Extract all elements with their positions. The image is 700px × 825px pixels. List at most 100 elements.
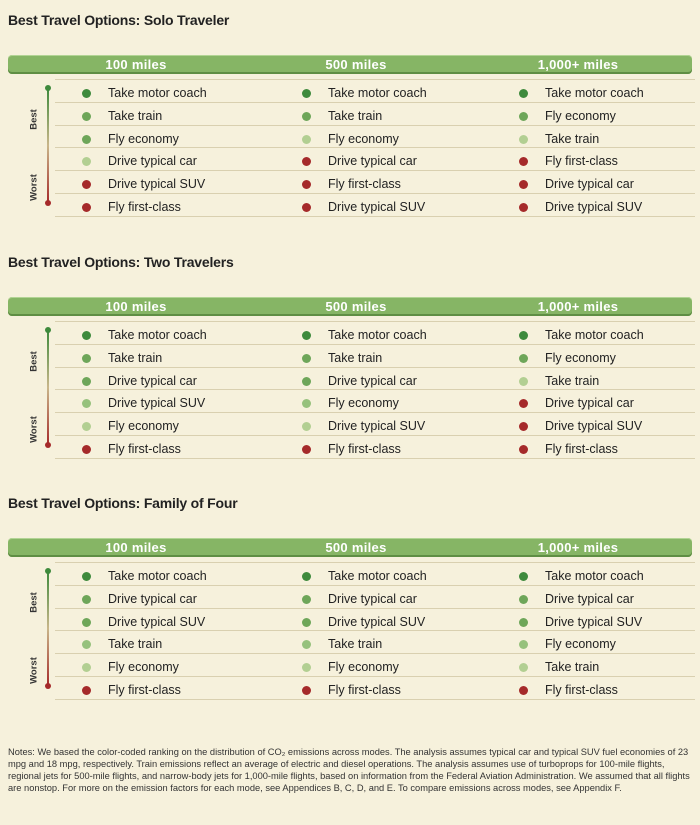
rank-dot-icon (302, 157, 311, 167)
travel-option-label: Fly economy (108, 419, 179, 434)
column-header: 100 miles (105, 540, 167, 555)
column-header: 500 miles (325, 299, 387, 314)
travel-option-label: Take train (545, 131, 600, 146)
rank-dot-icon (82, 376, 91, 386)
travel-option-label: Drive typical SUV (545, 419, 643, 434)
travel-option-label: Drive typical SUV (545, 614, 643, 629)
distance-header-bar: 100 miles 500 miles 1,000+ miles (8, 297, 692, 316)
travel-option-label: Fly economy (328, 396, 399, 411)
travel-option-label: Fly first-class (545, 154, 618, 169)
travel-option-label: Take motor coach (108, 86, 207, 100)
travel-section: Best Travel Options: Two Travelers 100 mi… (0, 254, 700, 474)
travel-option-label: Take train (328, 350, 383, 365)
rank-dot-icon (302, 640, 311, 650)
rank-dot-icon (519, 89, 528, 98)
rank-dot-icon (82, 331, 91, 340)
axis-worst-cap (45, 200, 51, 206)
travel-option-label: Drive typical car (545, 177, 634, 192)
rank-dot-icon (519, 445, 528, 454)
row-divider (55, 124, 695, 126)
column-header: 500 miles (325, 57, 387, 72)
rank-dot-icon (302, 399, 311, 409)
rank-dot-icon (82, 134, 91, 144)
travel-option-label: Fly first-class (545, 442, 618, 456)
row-divider (55, 653, 695, 655)
rank-dot-icon (519, 203, 528, 212)
rank-dot-icon (519, 331, 528, 340)
rank-dot-icon (519, 663, 528, 673)
distance-header-bar: 100 miles 500 miles 1,000+ miles (8, 55, 692, 74)
rank-dot-icon (302, 134, 311, 144)
rank-dot-icon (302, 376, 311, 386)
section-title: Best Travel Options: Two Travelers (8, 254, 234, 270)
travel-option-label: Drive typical SUV (328, 419, 426, 434)
rank-dot-icon (82, 399, 91, 409)
travel-option-label: Drive typical SUV (328, 200, 426, 214)
axis-best-cap (45, 568, 51, 574)
travel-section: Best Travel Options: Family of Four 100 m… (0, 495, 700, 715)
rank-dot-icon (519, 353, 528, 363)
travel-option-label: Drive typical SUV (108, 177, 206, 192)
axis-worst-cap (45, 683, 51, 689)
row-divider (55, 79, 695, 80)
rank-dot-icon (302, 203, 311, 212)
rank-dot-icon (519, 180, 528, 190)
row-divider (55, 321, 695, 322)
row-divider (55, 343, 695, 345)
rank-dot-icon (302, 422, 311, 432)
rank-dot-icon (302, 89, 311, 98)
rank-dot-icon (519, 376, 528, 386)
row-divider (55, 562, 695, 563)
rank-dot-icon (82, 89, 91, 98)
travel-option-label: Drive typical car (545, 396, 634, 411)
travel-option-label: Fly economy (108, 660, 179, 675)
axis-worst-cap (45, 442, 51, 448)
best-label: Best (28, 351, 40, 372)
worst-label: Worst (28, 657, 40, 684)
row-divider (55, 389, 695, 391)
travel-option-label: Fly first-class (328, 683, 401, 697)
travel-option-label: Drive typical SUV (545, 200, 643, 214)
axis-best-cap (45, 85, 51, 91)
best-label: Best (28, 592, 40, 613)
row-divider (55, 457, 695, 459)
row-divider (55, 698, 695, 700)
row-divider (55, 412, 695, 414)
travel-option-label: Fly first-class (108, 683, 181, 697)
rank-dot-icon (302, 331, 311, 340)
rank-dot-icon (302, 111, 311, 121)
rank-dot-icon (519, 422, 528, 432)
rank-dot-icon (82, 594, 91, 604)
travel-option-label: Take train (108, 637, 163, 652)
ranking-axis (47, 571, 49, 686)
travel-option-label: Take train (328, 108, 383, 123)
row-divider (55, 584, 695, 586)
travel-option-label: Fly first-class (108, 200, 181, 214)
travel-option-label: Fly economy (108, 131, 179, 146)
worst-label: Worst (28, 174, 40, 201)
rank-dot-icon (302, 686, 311, 695)
rank-dot-icon (302, 572, 311, 581)
travel-option-label: Take train (328, 637, 383, 652)
rank-dot-icon (82, 572, 91, 581)
column-header: 500 miles (325, 540, 387, 555)
column-header: 1,000+ miles (537, 540, 619, 555)
rank-dot-icon (519, 572, 528, 581)
rank-dot-icon (302, 353, 311, 363)
rank-dot-icon (82, 111, 91, 121)
rank-dot-icon (519, 134, 528, 144)
rank-dot-icon (82, 663, 91, 673)
axis-best-cap (45, 327, 51, 333)
rank-dot-icon (82, 422, 91, 432)
travel-option-label: Take motor coach (545, 328, 644, 342)
ranking-axis (47, 330, 49, 445)
travel-option-label: Take motor coach (545, 569, 644, 583)
row-divider (55, 366, 695, 368)
rank-dot-icon (519, 617, 528, 627)
notes-text: Notes: We based the color-coded ranking … (8, 747, 690, 793)
ranking-axis (47, 88, 49, 203)
travel-option-label: Fly economy (328, 131, 399, 146)
rank-dot-icon (82, 617, 91, 627)
travel-option-label: Take motor coach (545, 86, 644, 100)
rank-dot-icon (519, 594, 528, 604)
